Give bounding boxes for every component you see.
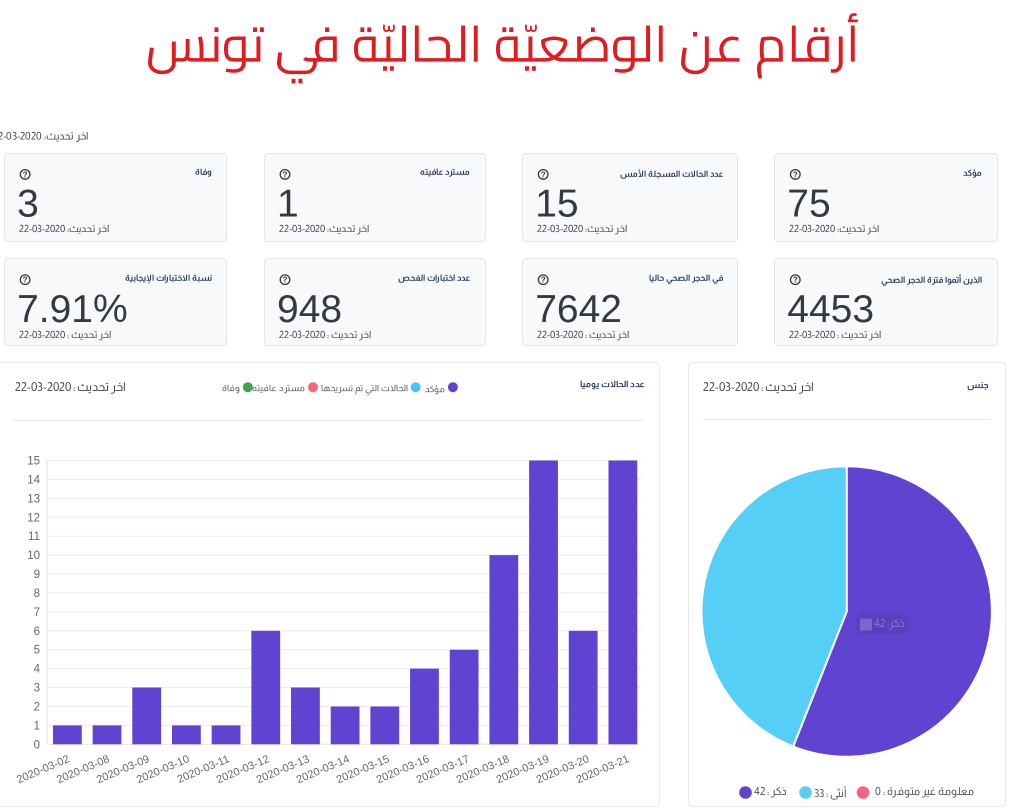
svg-text:948: 948	[277, 288, 342, 331]
svg-text:11: 11	[28, 531, 40, 543]
svg-text:15: 15	[27, 456, 40, 468]
svg-text:?: ?	[283, 276, 288, 285]
svg-text:4: 4	[34, 664, 41, 676]
svg-text:?: ?	[283, 170, 288, 179]
svg-text:10: 10	[27, 550, 40, 562]
svg-text:?: ?	[541, 170, 546, 179]
svg-text:?: ?	[793, 170, 798, 179]
svg-text:?: ?	[23, 276, 28, 285]
svg-text:2: 2	[34, 702, 40, 714]
svg-text:3: 3	[34, 683, 40, 695]
svg-text:8: 8	[34, 588, 40, 600]
svg-text:75: 75	[787, 183, 830, 226]
svg-text:?: ?	[23, 170, 28, 179]
svg-text:3: 3	[17, 183, 39, 226]
svg-text:1: 1	[277, 183, 299, 226]
svg-text:9: 9	[34, 569, 40, 581]
svg-text:6: 6	[34, 626, 40, 638]
svg-text:7.91%: 7.91%	[17, 288, 128, 331]
svg-text:5: 5	[34, 645, 40, 657]
svg-text:14: 14	[27, 474, 40, 486]
svg-text:0: 0	[34, 739, 40, 751]
svg-text:13: 13	[27, 493, 40, 505]
svg-text:?: ?	[541, 276, 546, 285]
svg-text:?: ?	[793, 276, 798, 285]
svg-text:7642: 7642	[535, 288, 622, 331]
svg-text:15: 15	[535, 183, 578, 226]
svg-text:1: 1	[34, 720, 40, 732]
svg-text:12: 12	[27, 512, 40, 524]
svg-text:4453: 4453	[787, 288, 874, 331]
svg-text:7: 7	[34, 607, 40, 619]
